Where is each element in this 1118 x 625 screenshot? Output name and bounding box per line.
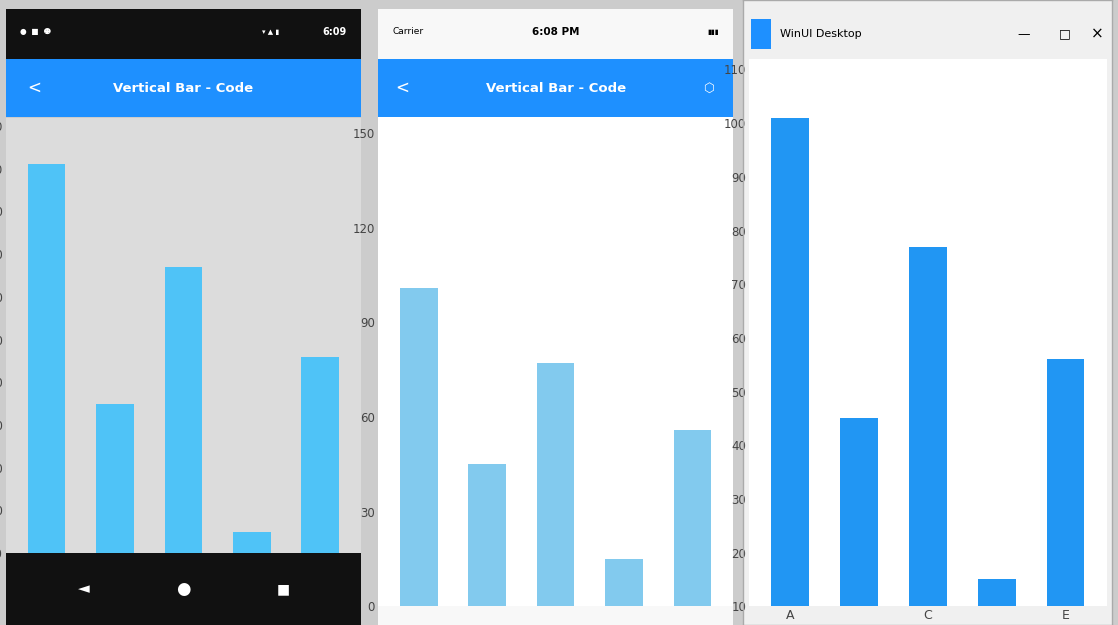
Text: ×: × <box>1091 26 1105 41</box>
Text: ■: ■ <box>276 582 290 596</box>
Text: ▾ ▲ ▮: ▾ ▲ ▮ <box>262 29 278 34</box>
Bar <box>841 418 878 625</box>
Bar <box>400 288 438 606</box>
Text: 6:09: 6:09 <box>323 27 347 37</box>
Text: ●  ■  ☻: ● ■ ☻ <box>20 27 51 36</box>
Bar <box>751 19 771 49</box>
Text: 6:08 PM: 6:08 PM <box>532 27 579 37</box>
Text: Vertical Bar - Code: Vertical Bar - Code <box>485 82 626 94</box>
Bar <box>978 579 1015 625</box>
Bar <box>1046 359 1084 625</box>
Text: Carrier: Carrier <box>392 27 424 36</box>
Text: □: □ <box>1059 28 1070 41</box>
Text: ◄: ◄ <box>78 581 89 596</box>
Bar <box>468 464 506 606</box>
Text: WinUI Desktop: WinUI Desktop <box>780 29 862 39</box>
Bar <box>537 364 575 606</box>
Bar <box>673 429 711 606</box>
Bar <box>164 267 202 596</box>
Bar <box>233 532 271 596</box>
Bar <box>28 164 66 596</box>
Text: ●: ● <box>177 580 190 598</box>
Bar <box>301 357 339 596</box>
Bar <box>605 559 643 606</box>
Text: Vertical Bar - Code: Vertical Bar - Code <box>113 82 254 94</box>
Text: ⬡: ⬡ <box>703 82 714 94</box>
Bar <box>909 247 947 625</box>
Text: <: < <box>396 79 409 97</box>
Bar <box>771 118 809 625</box>
Text: <: < <box>27 79 41 97</box>
Text: ▮▮▮: ▮▮▮ <box>708 29 719 34</box>
Bar <box>96 404 134 596</box>
Text: —: — <box>1017 28 1030 41</box>
